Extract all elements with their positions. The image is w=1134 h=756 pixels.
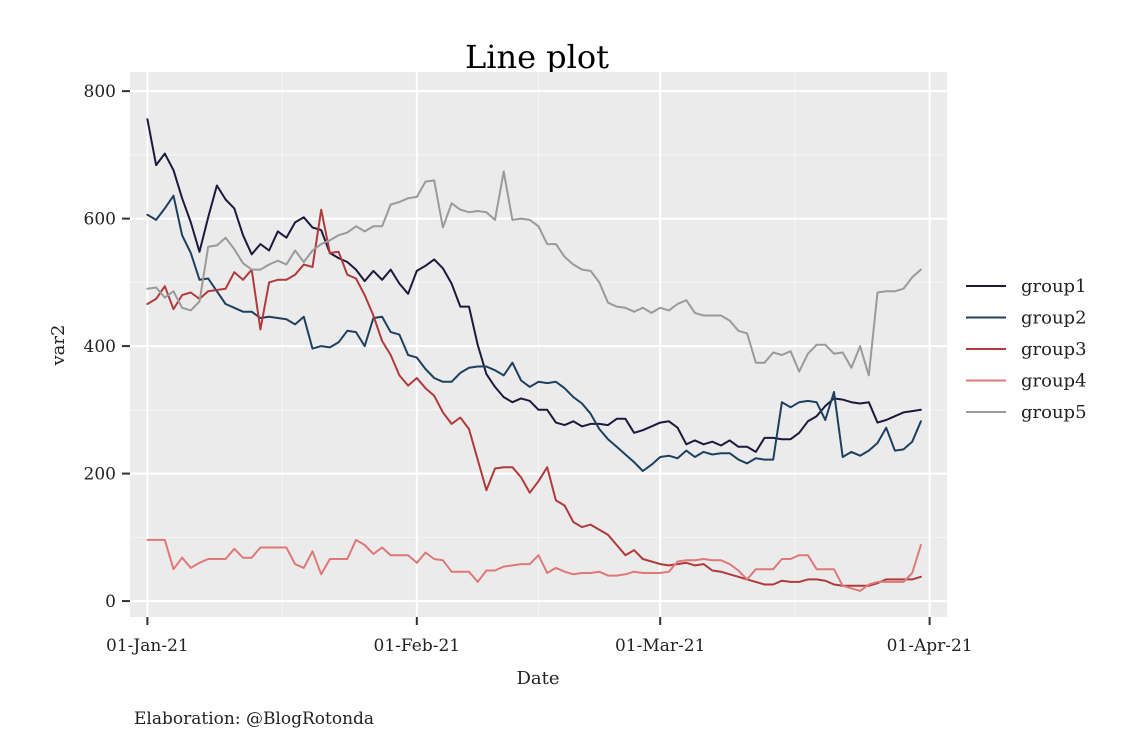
legend-label-group3: group3 (1021, 339, 1087, 360)
x-tick-label: 01-Feb-21 (374, 636, 461, 656)
y-tick-label: 600 (84, 210, 116, 230)
legend-label-group5: group5 (1021, 402, 1087, 423)
chart-title: Line plot (465, 38, 609, 76)
x-tick-label: 01-Apr-21 (887, 636, 973, 656)
caption: Elaboration: @BlogRotonda (134, 709, 374, 729)
series-line-group3 (146, 208, 922, 587)
legend-label-group1: group1 (1021, 276, 1087, 297)
series-line-group5 (146, 170, 922, 377)
y-tick-label: 400 (84, 337, 116, 357)
x-axis-title: Date (516, 668, 559, 689)
grid-lines (130, 72, 947, 617)
x-tick-label: 01-Mar-21 (615, 636, 705, 656)
series-line-group1 (146, 118, 922, 453)
y-tick-label: 800 (84, 82, 116, 102)
legend-label-group2: group2 (1021, 308, 1087, 329)
series-line-group4 (146, 538, 922, 592)
x-tick-label: 01-Jan-21 (106, 636, 189, 656)
y-tick-label: 200 (84, 465, 116, 485)
series-lines (146, 118, 922, 592)
y-axis-title: var2 (48, 325, 69, 367)
legend-label-group4: group4 (1021, 371, 1087, 392)
y-tick-label: 0 (105, 592, 116, 612)
series-line-group2 (146, 194, 922, 472)
axes: 0 200 400 600 800 01-Jan-21 01-Feb-21 01-Mar-21… (84, 82, 973, 656)
legend: group1 group2 group3 group4 group5 (966, 276, 1087, 423)
